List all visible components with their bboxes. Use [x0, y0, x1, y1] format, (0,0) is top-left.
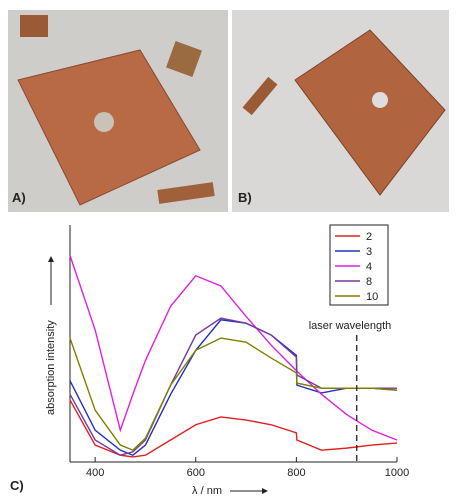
- arrow-head: [262, 488, 268, 494]
- hole: [94, 112, 114, 132]
- x-tick-label: 1000: [385, 467, 409, 479]
- hole: [372, 92, 388, 108]
- annotation: laser wavelength: [309, 320, 392, 332]
- x-tick-label: 600: [187, 467, 205, 479]
- panel-label: C): [10, 478, 24, 493]
- x-axis-label: λ / nm: [192, 485, 222, 497]
- series-line: [70, 318, 397, 455]
- legend: [330, 225, 388, 305]
- legend-label: 8: [366, 276, 372, 288]
- x-tick-label: 400: [86, 467, 104, 479]
- legend-label: 4: [366, 261, 372, 273]
- panel-label: A): [12, 190, 26, 205]
- y-axis-label: absorption intensity: [45, 320, 57, 415]
- arrow-head: [48, 256, 54, 262]
- figure: A) B) C) λ / nm absorption intensity 400…: [0, 0, 457, 498]
- legend-label: 2: [366, 231, 372, 243]
- series-line: [70, 338, 397, 450]
- legend-label: 3: [366, 246, 372, 258]
- x-tick-label: 800: [287, 467, 305, 479]
- legend-label: 10: [366, 291, 378, 303]
- panel-label: B): [238, 190, 252, 205]
- debris: [20, 15, 48, 37]
